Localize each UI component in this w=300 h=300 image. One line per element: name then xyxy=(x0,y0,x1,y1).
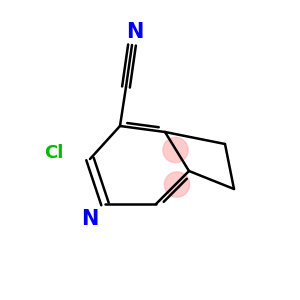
Text: N: N xyxy=(126,22,144,41)
Circle shape xyxy=(164,172,190,197)
Text: Cl: Cl xyxy=(44,144,64,162)
Circle shape xyxy=(163,137,188,163)
Text: N: N xyxy=(81,209,99,229)
